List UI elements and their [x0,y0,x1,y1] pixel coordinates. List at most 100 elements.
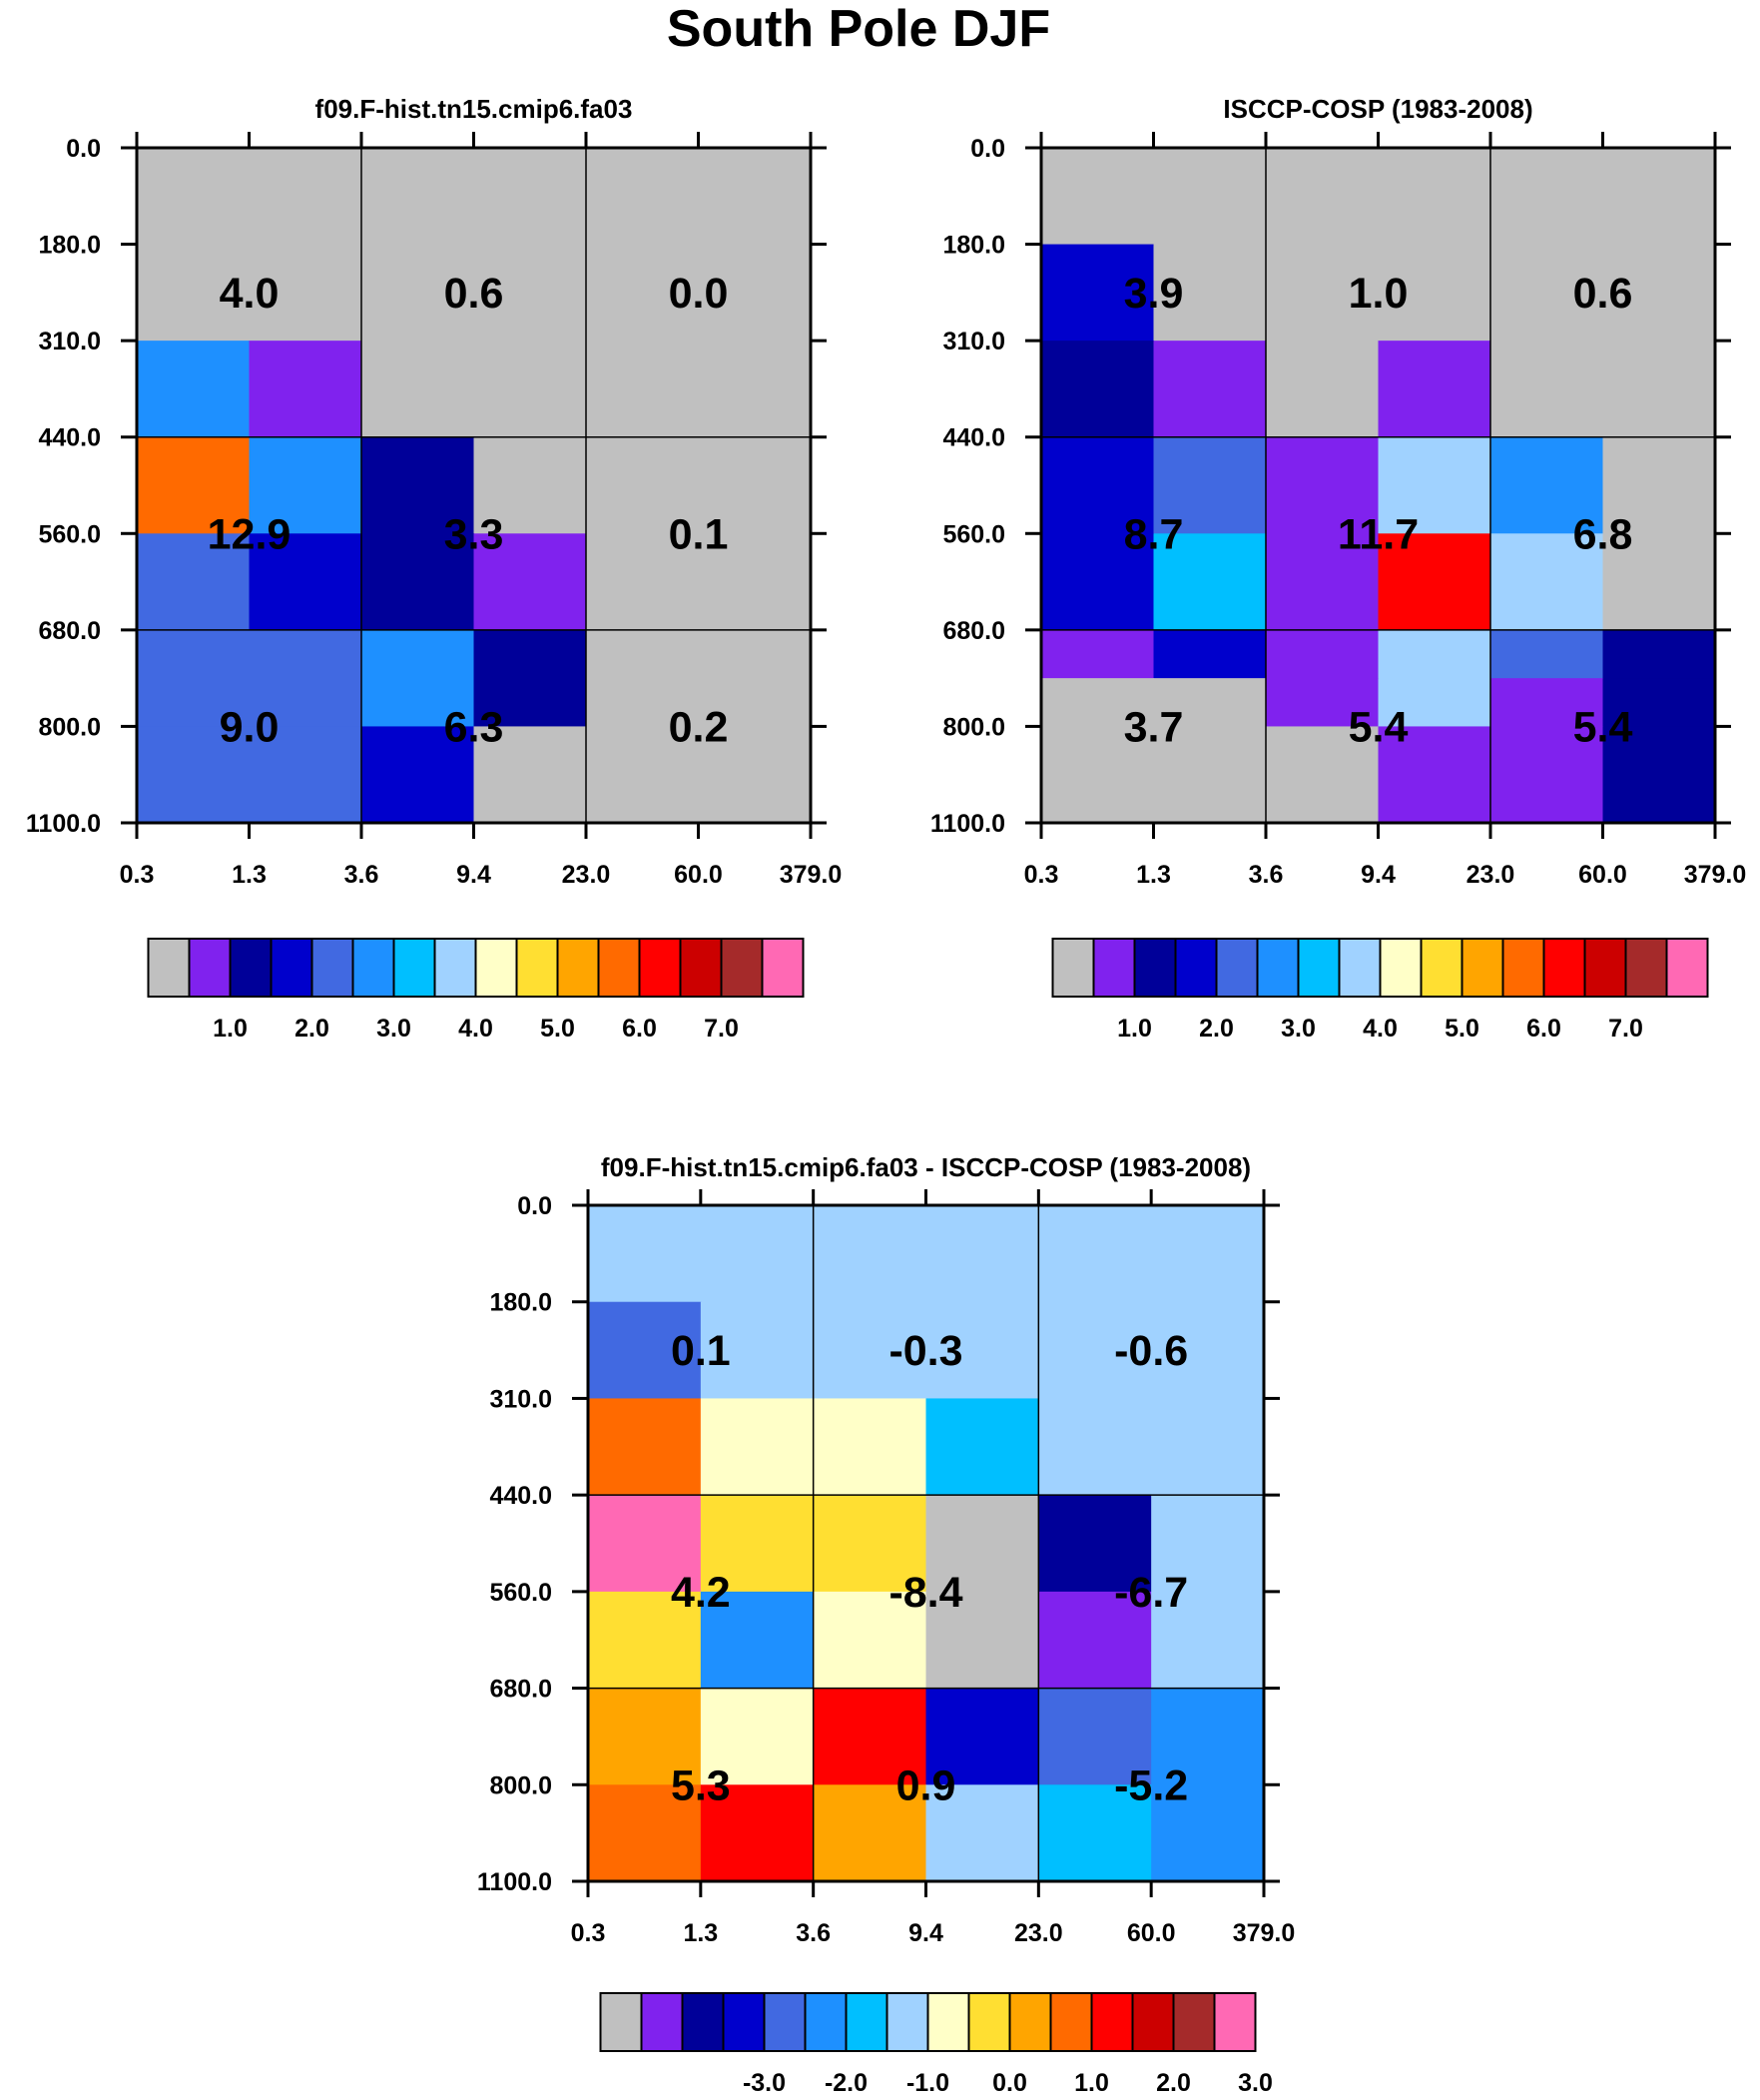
y-tick-label: 1100.0 [477,1868,552,1896]
heatmap-cell [700,1688,815,1785]
heatmap-cell [700,1591,815,1690]
y-tick-label: 0.0 [66,135,101,163]
colorbar-box [1420,938,1464,998]
heatmap-cell [249,726,362,824]
heatmap-cell [1153,533,1267,631]
colorbar-label: 4.0 [458,1015,493,1043]
heatmap-cells [588,1205,1265,1882]
group-value-label: 6.8 [1573,510,1633,558]
colorbar-label: 5.0 [1445,1015,1479,1043]
group-values: 0.1 -0.3 -0.6 4.2 -8.4 -6.7 5.3 0.9 -5.2 [671,1327,1188,1809]
heatmap-cell [586,436,700,534]
y-tick-label: 310.0 [489,1385,552,1413]
group-value-label: 4.2 [671,1569,731,1617]
heatmap-cell [1038,1688,1152,1785]
heatmap-cell [249,533,362,631]
heatmap-cell [1378,678,1491,728]
colorbar-box [1174,938,1218,998]
x-tick-label: 3.6 [344,861,379,889]
panel-title: ISCCP-COSP (1983-2008) [1223,94,1532,124]
axes: 0.0 180.0 310.0 440.0 560.0 680.0 800.0 1100.0 0… [930,132,1746,889]
colorbar-box [1461,938,1504,998]
colorbar-label: 2.0 [1156,2069,1191,2097]
heatmap-cell [361,533,475,631]
panels: 0.0 180.0 310.0 440.0 560.0 680.0 800.0 1100.0 0… [26,94,1746,2097]
heatmap-cell [1602,436,1716,534]
heatmap-cell [1041,341,1155,438]
heatmap-cell [813,1205,927,1303]
heatmap-cell [925,1301,1039,1400]
colorbar-label: -2.0 [825,2069,868,2097]
group-value-label: -6.7 [1114,1569,1188,1617]
group-value-label: 6.3 [444,703,504,751]
y-tick-label: 310.0 [38,328,101,355]
x-tick-label: 9.4 [456,861,491,889]
heatmap-cell [473,436,587,534]
heatmap-cell [813,1398,927,1496]
group-dividers [588,1205,1264,1881]
group-value-label: 0.9 [896,1761,956,1809]
colorbar-box [885,1992,929,2052]
colorbar-box [763,1992,807,2052]
colorbar-label: -3.0 [743,2069,786,2097]
group-value-label: 0.1 [671,1327,731,1375]
heatmap-cells [137,148,812,824]
heatmap-cell [361,629,475,728]
colorbar-box [433,938,477,998]
colorbar-label: 7.0 [704,1015,739,1043]
group-value-label: 0.6 [1573,270,1633,318]
colorbar-box [679,938,723,998]
x-tick-label: 3.6 [796,1919,831,1947]
heatmap-cell [698,533,812,631]
heatmap-cell [1038,1591,1152,1690]
heatmap-cell [249,629,362,728]
colorbar-box [1583,938,1627,998]
y-tick-label: 440.0 [942,424,1005,452]
heatmap-cell [473,148,587,342]
heatmap-cell [361,148,475,342]
heatmap-cell [1153,629,1267,679]
heatmap-cell [588,1398,702,1496]
heatmap-cell [1490,341,1604,438]
group-value-label: 3.7 [1124,703,1184,751]
heatmap-cell [1041,678,1155,728]
colorbar-label: 1.0 [1074,2069,1109,2097]
colorbar-box [1338,938,1382,998]
heatmap-cell [137,148,251,342]
group-value-label: 1.0 [1349,270,1409,318]
heatmap-cell [1038,1784,1152,1882]
group-value-label: 5.3 [671,1761,731,1809]
colorbar-box [147,938,191,998]
heatmap-cell [1038,1398,1152,1496]
y-tick-label: 560.0 [489,1579,552,1607]
heatmap-cell [361,341,475,438]
heatmap-cells [1041,148,1716,824]
heatmap-cell [1151,1301,1265,1400]
x-tick-label: 23.0 [1467,861,1515,889]
heatmap-cell [698,629,812,728]
heatmap-cell [1151,1205,1265,1303]
heatmap-cell [700,1398,815,1496]
heatmap-cell [588,1205,702,1303]
heatmap-cell [137,341,251,438]
heatmap-cell [813,1301,927,1400]
heatmap-cell [588,1784,702,1882]
heatmap-cell [1378,341,1491,438]
heatmap-cell [698,341,812,438]
heatmap-cell [1041,436,1155,534]
heatmap-cell [1490,629,1604,679]
group-value-label: 5.4 [1573,703,1633,751]
colorbar-box [638,938,682,998]
y-tick-label: 800.0 [38,713,101,741]
heatmap-cell [1378,629,1491,679]
heatmap-cell [1602,148,1716,246]
heatmap-cell [1266,629,1380,679]
colorbar-box [640,1992,684,2052]
heatmap-cell [925,1205,1039,1303]
colorbar-box [1133,938,1177,998]
colorbar-box [1256,938,1300,998]
x-tick-label: 1.3 [1136,861,1171,889]
heatmap-cell [1266,726,1380,824]
heatmap-cell [925,1398,1039,1496]
x-tick-label: 9.4 [908,1919,943,1947]
